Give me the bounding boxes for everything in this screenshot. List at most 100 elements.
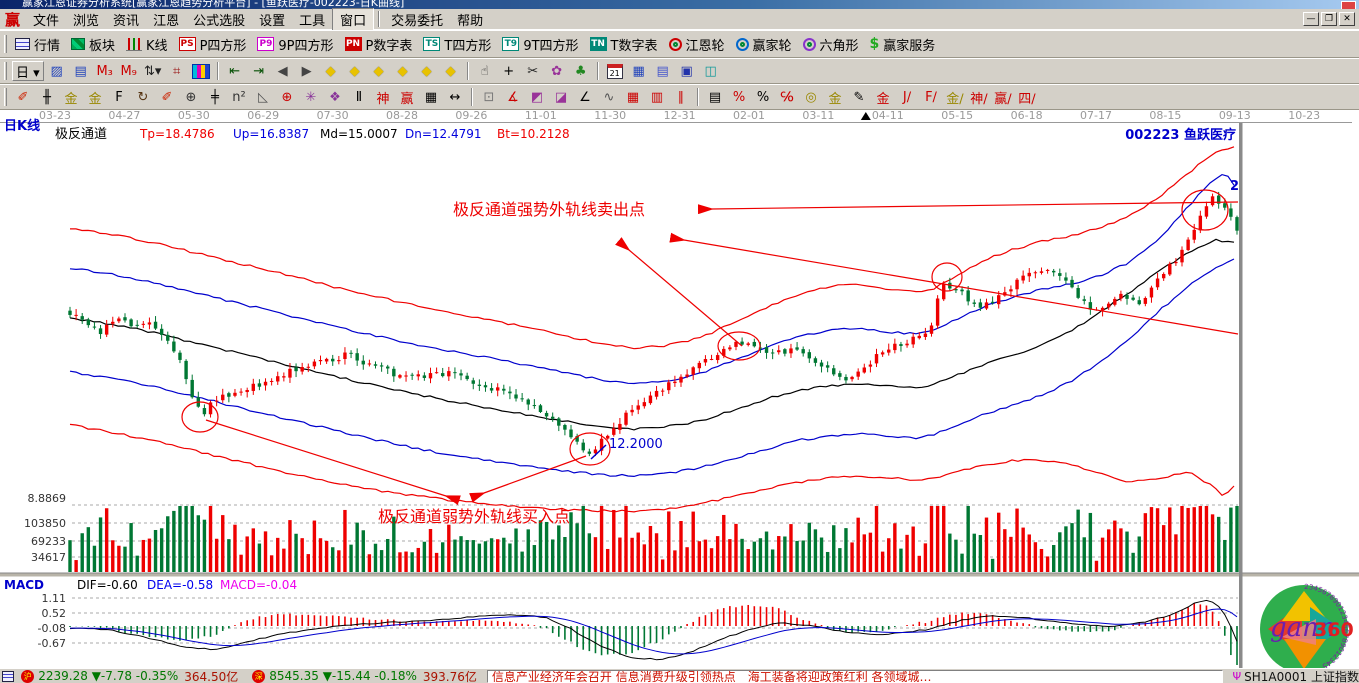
percent-line-icon[interactable]: % <box>732 89 746 105</box>
leaf-icon[interactable]: ♣ <box>574 63 587 79</box>
list-tool-icon[interactable]: ▤ <box>708 89 722 105</box>
percent-icon[interactable]: % <box>756 89 770 105</box>
toolbar-button-sectors[interactable]: 板块 <box>67 34 122 55</box>
toolbar-button-p-number-table[interactable]: PN P数字表 <box>341 34 420 55</box>
angle-line-icon[interactable]: ∠ <box>579 89 591 105</box>
color-chart-icon[interactable] <box>190 61 212 81</box>
j-angle-icon[interactable]: J∕ <box>902 89 912 105</box>
toolbar-button-quote[interactable]: 行情 <box>11 34 67 55</box>
red-grid2-icon[interactable]: ▥ <box>650 89 664 105</box>
paint-tool-icon[interactable]: ✐ <box>17 89 29 105</box>
spiral-icon[interactable]: ↻ <box>137 89 149 105</box>
diamond-left-icon[interactable]: ◆ <box>325 63 336 79</box>
menu-资讯[interactable]: 资讯 <box>113 13 140 29</box>
ruler-grid-icon[interactable]: ▦ <box>424 89 438 105</box>
diamond-right-icon[interactable]: ◆ <box>349 63 360 79</box>
chart-area[interactable]: 03-23 04-27 05-30 06-29 07-30 08-28 09-26 11-01… <box>0 110 1359 673</box>
toolbar-button-t-number-table[interactable]: TN T数字表 <box>586 34 665 55</box>
toolbar-button-t-square[interactable]: TS T四方形 <box>419 34 498 55</box>
title-bar[interactable]: 赢家江恩证券分析系统[赢家江恩趋势分析平台] - [鱼跃医疗-002223-日K… <box>0 0 1359 9</box>
knot-icon[interactable]: ✿ <box>551 63 563 79</box>
time-grid-icon[interactable]: ╪ <box>211 89 219 105</box>
chart9-icon[interactable]: M₉ <box>120 63 137 79</box>
menu-文件[interactable]: 文件 <box>33 13 60 29</box>
paint-tool2-icon[interactable]: ✐ <box>161 89 173 105</box>
toolbar-button-9p-square[interactable]: P9 9P四方形 <box>253 34 340 55</box>
nav-first-icon[interactable]: ⇤ <box>229 63 241 79</box>
gold-angle-icon[interactable]: 金∕ <box>946 91 964 107</box>
shen-grid-icon[interactable]: 神 <box>376 91 390 107</box>
diamond-vexpand-icon[interactable]: ◆ <box>445 63 456 79</box>
calculator-icon[interactable]: ▦ <box>632 63 645 79</box>
period-selector[interactable]: 日 ▾ <box>12 61 44 81</box>
parallel-lines-icon[interactable]: ∥ <box>677 89 685 105</box>
fan-box-icon[interactable]: ◩ <box>530 89 544 105</box>
box-select-icon[interactable]: ⊡ <box>483 89 495 105</box>
angle-ruler-icon[interactable]: ◺ <box>258 89 268 105</box>
diamond-hcompress-icon[interactable]: ◆ <box>373 63 384 79</box>
si-angle-icon[interactable]: 四∕ <box>1018 91 1036 107</box>
menu-帮助[interactable]: 帮助 <box>457 13 484 29</box>
gold-ratio2-icon[interactable]: 金 <box>88 91 102 107</box>
ying-angle-icon[interactable]: 赢∕ <box>994 91 1012 107</box>
gann-circle-icon[interactable]: ⊕ <box>185 89 197 105</box>
news-ticker[interactable]: 信息产业经济年会召开 信息消费升级引领热点 海工装备将迎政策红利 各领域城… <box>486 669 1224 683</box>
info-doc-icon[interactable]: ▤ <box>74 63 87 79</box>
diamond-hexpand-icon[interactable]: ◆ <box>397 63 408 79</box>
menu-设置[interactable]: 设置 <box>259 13 286 29</box>
fan-box2-icon[interactable]: ◪ <box>554 89 568 105</box>
f-angle-icon[interactable]: F∕ <box>925 89 937 105</box>
nav-prev-icon[interactable]: ◀ <box>277 63 288 79</box>
menu-浏览[interactable]: 浏览 <box>73 13 100 29</box>
box-grid-icon[interactable]: ❖ <box>329 89 341 105</box>
toolbar-button-winner-wheel[interactable]: 赢家轮 <box>732 34 799 55</box>
fibo-f-icon[interactable]: F <box>115 89 123 105</box>
hexpand-icon[interactable]: ↔ <box>449 89 461 105</box>
toolbar-button-9t-square[interactable]: T9 9T四方形 <box>498 34 585 55</box>
erase-tool-icon[interactable]: ✂ <box>527 63 539 79</box>
mdi-restore-button[interactable]: ❐ <box>1321 12 1337 26</box>
menu-工具[interactable]: 工具 <box>299 13 326 29</box>
menu-交易委托[interactable]: 交易委托 <box>391 13 444 29</box>
menu-公式选股[interactable]: 公式选股 <box>193 13 246 29</box>
network-icon[interactable]: ◫ <box>704 63 717 79</box>
red-grid-icon[interactable]: ▦ <box>626 89 640 105</box>
diamond-vcompress-icon[interactable]: ◆ <box>421 63 432 79</box>
toolbar-button-winner-service[interactable]: $ 赢家服务 <box>866 34 943 55</box>
toolbar-button-p-square[interactable]: PS P四方形 <box>175 34 254 55</box>
gann-target-icon[interactable]: ⊕ <box>281 89 293 105</box>
close-icon[interactable] <box>1341 1 1356 9</box>
percent-grid-icon[interactable]: ℅ <box>780 89 794 105</box>
gold-circle-icon[interactable]: ◎ <box>805 89 817 105</box>
gold-box-icon[interactable]: 金 <box>876 91 890 107</box>
zigzag-icon[interactable]: ∿ <box>603 89 615 105</box>
n-square-icon[interactable]: n² <box>232 89 246 105</box>
menu-窗口[interactable]: 窗口 <box>332 7 375 31</box>
h-lines-icon[interactable]: Ⅱ <box>355 89 363 105</box>
gann-grid-icon[interactable]: ╫ <box>43 89 51 105</box>
quote-table-icon[interactable] <box>2 670 15 682</box>
candle-period-icon[interactable]: ⇅▾ <box>143 63 162 79</box>
shen-angle-icon[interactable]: 神∕ <box>970 91 988 107</box>
nav-last-icon[interactable]: ⇥ <box>253 63 265 79</box>
notes-icon[interactable]: ▤ <box>656 63 669 79</box>
menu-江恩[interactable]: 江恩 <box>153 13 180 29</box>
toolbar-button-kline[interactable]: K线 <box>122 34 175 55</box>
toolbar-button-hexagon[interactable]: 六角形 <box>799 34 866 55</box>
candle-pen-icon[interactable]: ✎ <box>853 89 865 105</box>
chart3-icon[interactable]: M₃ <box>96 63 113 79</box>
hand-tool-icon[interactable]: ☝ <box>480 63 489 79</box>
nav-next-icon[interactable]: ▶ <box>301 63 312 79</box>
kline-chart-canvas[interactable]: 03-23 04-27 05-30 06-29 07-30 08-28 09-26 11-01… <box>0 110 1359 668</box>
mdi-minimize-button[interactable]: — <box>1303 12 1319 26</box>
crosshair-icon[interactable]: + <box>503 63 515 79</box>
pane-pattern-icon[interactable]: ▨ <box>50 63 63 79</box>
toolbar-button-gann-wheel[interactable]: 江恩轮 <box>665 34 732 55</box>
gold-line-icon[interactable]: 金 <box>828 91 842 107</box>
ying-grid-icon[interactable]: 赢 <box>400 91 414 107</box>
formula-icon[interactable]: ⌗ <box>173 63 181 79</box>
star-grid-icon[interactable]: ✳ <box>305 89 317 105</box>
mdi-close-button[interactable]: ✕ <box>1339 12 1355 26</box>
fan-lines-icon[interactable]: ∡ <box>507 89 519 105</box>
gold-ratio1-icon[interactable]: 金 <box>64 91 78 107</box>
